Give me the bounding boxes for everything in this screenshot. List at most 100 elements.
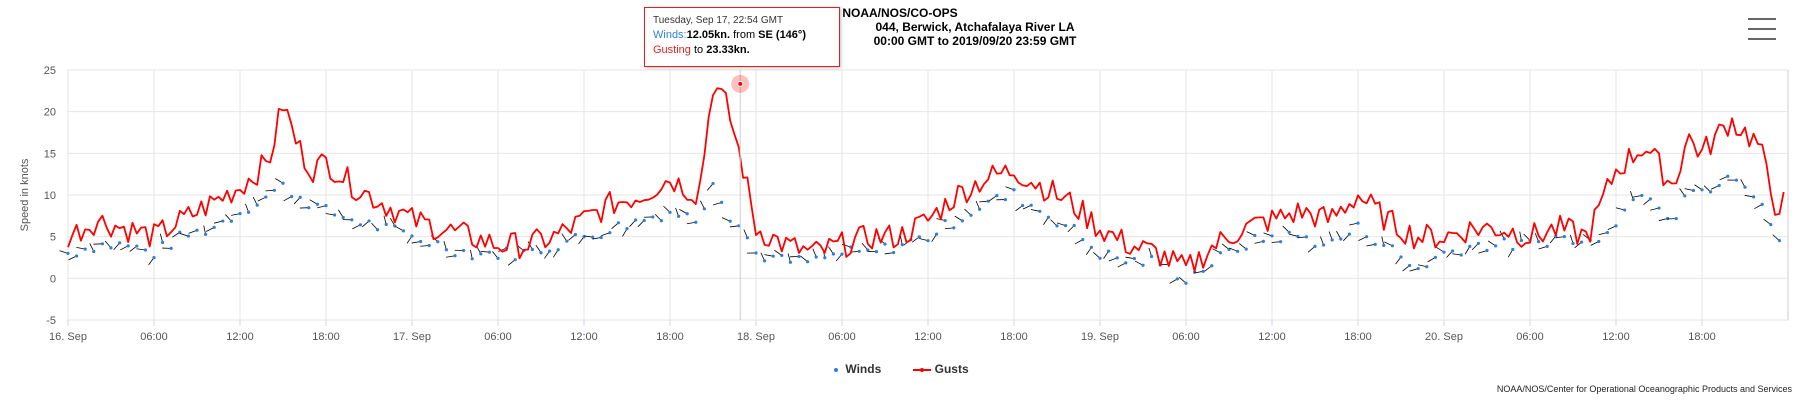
wind-point	[1261, 239, 1265, 243]
tooltip-gust-value: 23.33kn.	[706, 44, 750, 56]
wind-point	[143, 248, 147, 252]
wind-point	[161, 240, 165, 245]
tooltip-winds-label: Winds:	[653, 29, 687, 41]
x-tick-label: 06:00	[1172, 331, 1200, 343]
wind-point	[496, 256, 500, 260]
hamburger-menu-icon[interactable]	[1748, 18, 1776, 42]
tooltip-from-text: from	[733, 29, 756, 41]
wind-point	[401, 229, 405, 233]
x-tick-label: 18:00	[1000, 331, 1028, 343]
wind-point	[530, 247, 535, 252]
legend-item-gusts[interactable]: Gusts	[912, 362, 969, 376]
wind-point	[1356, 221, 1360, 225]
x-tick-label: 18:00	[656, 331, 684, 343]
wind-point	[1253, 233, 1257, 238]
wind-point	[229, 219, 233, 223]
legend-gusts-label: Gusts	[934, 362, 969, 376]
wind-point	[333, 213, 337, 217]
wind-point	[745, 236, 750, 240]
wind-point	[324, 203, 328, 208]
wind-point	[1107, 249, 1111, 253]
wind-point	[410, 234, 414, 238]
wind-point	[195, 228, 199, 232]
wind-point	[978, 207, 982, 211]
wind-point	[1623, 208, 1627, 212]
wind-point	[1003, 197, 1008, 202]
wind-point	[1089, 245, 1093, 249]
wind-point	[479, 252, 483, 256]
wind-point	[788, 260, 793, 264]
wind-point	[126, 244, 130, 248]
wind-point	[1605, 230, 1609, 235]
wind-point	[642, 218, 646, 223]
wind-point	[565, 239, 569, 243]
legend-item-winds[interactable]: Winds	[831, 362, 881, 376]
wind-point	[685, 212, 689, 216]
wind-point	[212, 225, 216, 229]
wind-point	[831, 252, 836, 256]
chart-title: NOAA/NOS/CO-OPS 044, Berwick, Atchafalay…	[0, 6, 1800, 48]
wind-point	[1597, 239, 1601, 244]
wind-point	[1021, 203, 1025, 208]
wind-point	[83, 247, 87, 251]
wind-point	[1640, 193, 1644, 198]
wind-point	[100, 242, 104, 246]
wind-point	[1072, 223, 1076, 228]
wind-point	[616, 221, 621, 225]
y-tick-label: 20	[44, 107, 56, 119]
wind-point	[1769, 222, 1773, 227]
wind-point	[1752, 195, 1756, 199]
wind-point	[204, 232, 208, 236]
tooltip-gust-label: Gusting	[653, 44, 691, 56]
wind-point	[1279, 240, 1283, 244]
y-tick-label: -5	[46, 315, 56, 327]
wind-point	[1562, 234, 1566, 239]
wind-point	[1270, 234, 1274, 238]
wind-point	[444, 248, 448, 252]
wind-point	[109, 246, 113, 250]
wind-point	[763, 259, 767, 263]
wind-point	[1046, 215, 1050, 219]
wind-point	[1012, 188, 1016, 192]
x-tick-label: 12:00	[1258, 331, 1286, 343]
tooltip-winds-value: 12.05kn.	[686, 29, 731, 41]
wind-point	[771, 254, 775, 258]
wind-point	[1390, 244, 1394, 248]
wind-point	[608, 231, 612, 235]
wind-point	[92, 249, 96, 254]
wind-point	[1502, 237, 1506, 241]
wind-point	[797, 254, 801, 259]
wind-point	[462, 248, 466, 253]
wind-point	[840, 252, 844, 256]
wind-point	[694, 220, 698, 224]
wind-point	[1098, 256, 1102, 260]
x-tick-label: 12:00	[570, 331, 598, 343]
title-line-1: NOAA/NOS/CO-OPS	[842, 6, 958, 20]
chart-legend: Winds Gusts	[0, 362, 1800, 376]
wind-point	[1175, 277, 1179, 281]
wind-point	[1055, 224, 1059, 228]
wind-point	[1537, 239, 1541, 244]
wind-point	[986, 199, 990, 203]
wind-point	[591, 235, 595, 239]
wind-point	[1743, 185, 1747, 189]
wind-point	[350, 218, 354, 222]
wind-point	[1399, 255, 1403, 259]
wind-point	[1545, 244, 1549, 249]
wind-point	[900, 243, 904, 247]
wind-point	[427, 243, 431, 248]
wind-point	[702, 207, 707, 211]
wind-point	[1442, 250, 1446, 254]
wind-point	[1683, 194, 1687, 198]
title-line-3: 00:00 GMT to 2019/09/20 23:59 GMT	[873, 34, 1077, 48]
wind-point	[1451, 249, 1455, 253]
wind-point	[728, 219, 732, 223]
x-tick-label: 18:00	[1688, 331, 1716, 343]
wind-point	[178, 230, 182, 234]
wind-point	[1064, 223, 1068, 228]
wind-point	[1304, 235, 1308, 239]
x-tick-label: 12:00	[914, 331, 942, 343]
wind-point	[1468, 244, 1472, 248]
wind-point	[1081, 238, 1085, 242]
x-tick-label: 06:00	[1516, 331, 1544, 343]
